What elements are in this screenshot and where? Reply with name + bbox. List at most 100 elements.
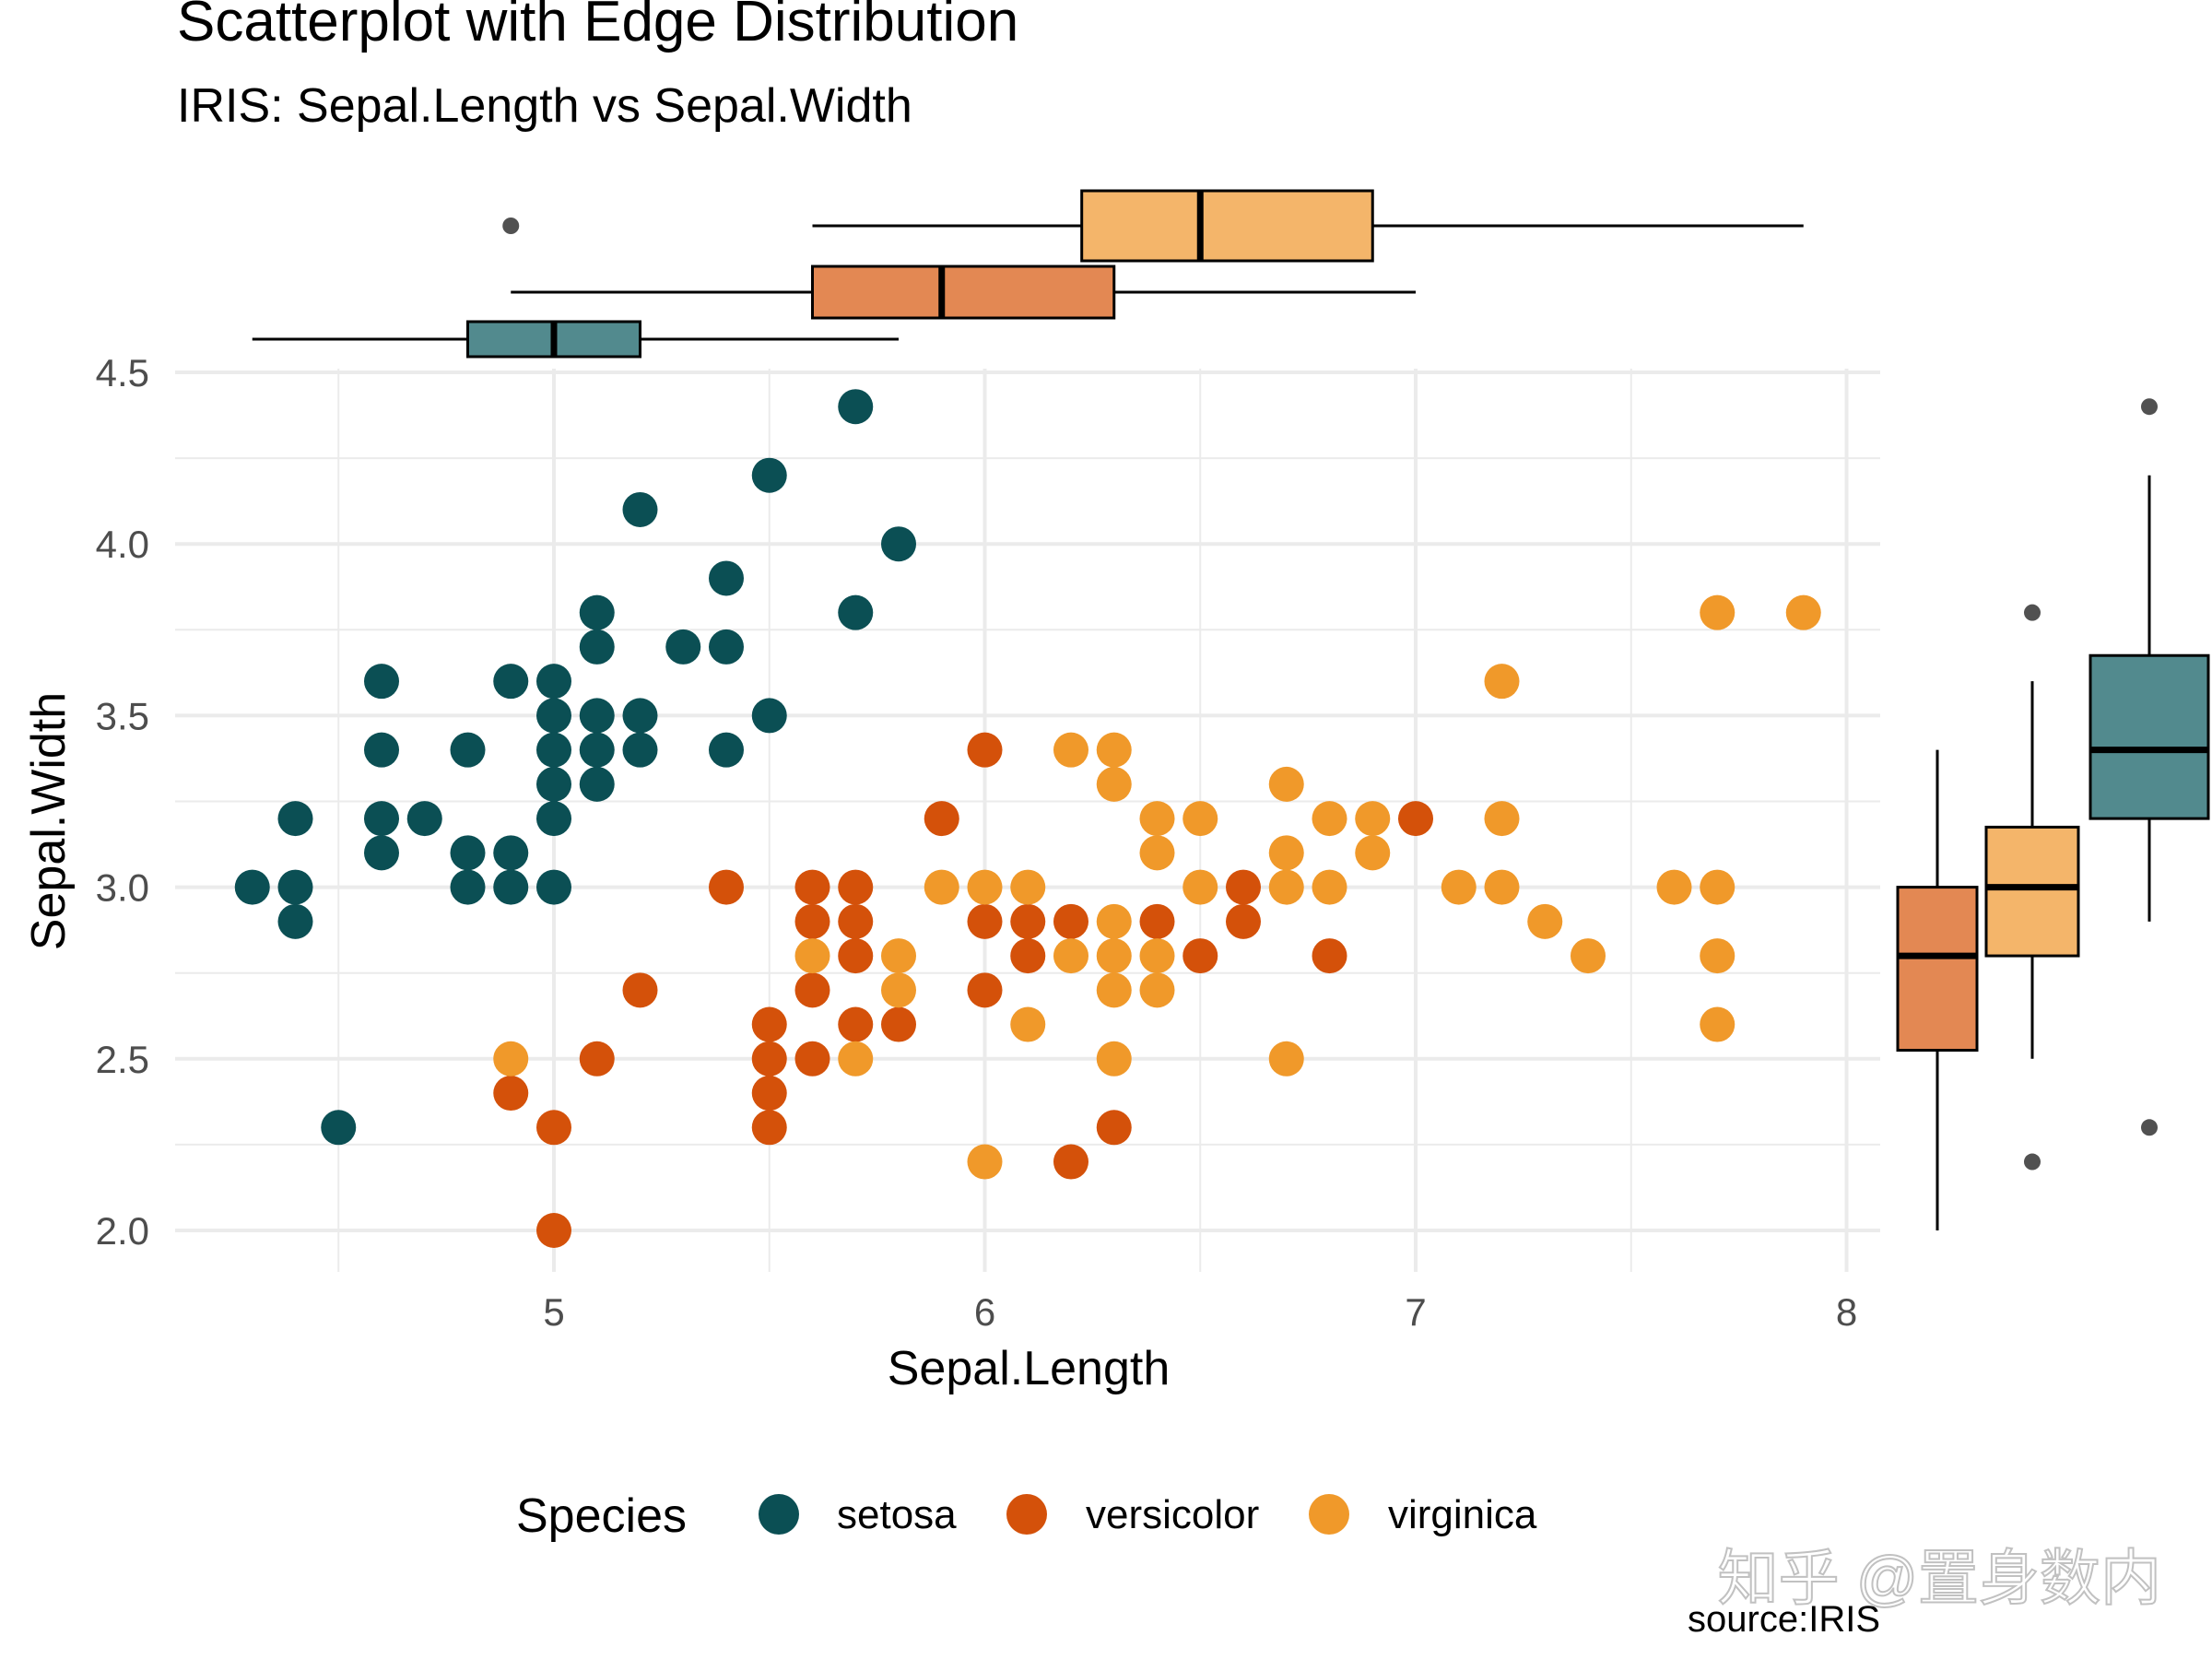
point-setosa — [277, 869, 313, 905]
point-setosa — [277, 903, 313, 939]
point-virginica — [1010, 1006, 1046, 1042]
point-versicolor — [536, 1110, 571, 1146]
point-setosa — [364, 835, 399, 871]
point-setosa — [277, 801, 313, 837]
point-virginica — [881, 972, 916, 1008]
point-virginica — [1182, 801, 1218, 837]
point-setosa — [450, 835, 486, 871]
top-boxplots — [252, 189, 1804, 359]
point-versicolor — [924, 801, 959, 837]
point-versicolor — [838, 938, 874, 974]
point-virginica — [1268, 1041, 1304, 1077]
point-setosa — [364, 664, 399, 700]
boxplot-outlier-virginica — [2024, 604, 2041, 621]
point-setosa — [838, 594, 874, 630]
boxplot-outlier-virginica — [2024, 1153, 2041, 1171]
point-setosa — [493, 835, 529, 871]
point-versicolor — [881, 1006, 916, 1042]
point-versicolor — [751, 1110, 787, 1146]
point-versicolor — [794, 1041, 830, 1077]
point-versicolor — [1182, 938, 1218, 974]
point-setosa — [622, 491, 658, 527]
y-tick-label: 3.5 — [96, 694, 149, 737]
point-versicolor — [1398, 801, 1433, 837]
point-virginica — [1182, 869, 1218, 905]
point-setosa — [234, 869, 270, 905]
point-setosa — [881, 526, 916, 562]
point-setosa — [321, 1110, 357, 1146]
y-tick-label: 2.5 — [96, 1038, 149, 1081]
point-virginica — [1096, 1041, 1132, 1077]
point-setosa — [838, 389, 874, 425]
y-axis-label: Sepal.Width — [22, 692, 76, 950]
legend-key-virginica — [1309, 1494, 1349, 1535]
point-versicolor — [1096, 1110, 1132, 1146]
point-virginica — [1700, 1006, 1735, 1042]
point-versicolor — [622, 972, 658, 1008]
point-setosa — [579, 629, 615, 665]
point-virginica — [1355, 801, 1391, 837]
point-versicolor — [751, 1076, 787, 1112]
point-versicolor — [493, 1076, 529, 1112]
point-virginica — [1484, 664, 1520, 700]
point-versicolor — [536, 1213, 571, 1248]
point-setosa — [709, 560, 744, 596]
point-setosa — [536, 698, 571, 734]
point-versicolor — [794, 972, 830, 1008]
y-tick-label: 3.0 — [96, 866, 149, 910]
point-setosa — [751, 457, 787, 493]
scatter-points — [234, 389, 1821, 1248]
point-virginica — [1096, 938, 1132, 974]
point-setosa — [536, 664, 571, 700]
x-tick-label: 7 — [1405, 1290, 1426, 1334]
chart-caption: source:IRIS — [1688, 1599, 1880, 1640]
point-virginica — [838, 1041, 874, 1077]
point-virginica — [1312, 869, 1347, 905]
point-setosa — [536, 801, 571, 837]
point-virginica — [1053, 732, 1088, 768]
point-setosa — [751, 698, 787, 734]
point-virginica — [1096, 972, 1132, 1008]
boxplot-box-versicolor — [811, 265, 1116, 320]
point-virginica — [1441, 869, 1477, 905]
legend-title: Species — [516, 1489, 687, 1543]
point-virginica — [794, 938, 830, 974]
watermark: 知乎 @置身数内 — [1718, 1544, 2161, 1612]
x-tick-label: 6 — [974, 1290, 995, 1334]
point-setosa — [622, 732, 658, 768]
point-setosa — [364, 801, 399, 837]
point-virginica — [1268, 869, 1304, 905]
boxplot-outlier-setosa — [2141, 1119, 2158, 1136]
boxplot-outlier-setosa — [2141, 398, 2158, 416]
point-virginica — [1268, 835, 1304, 871]
point-versicolor — [838, 869, 874, 905]
point-setosa — [536, 869, 571, 905]
point-versicolor — [1226, 903, 1261, 939]
point-virginica — [1139, 835, 1175, 871]
point-virginica — [1571, 938, 1606, 974]
x-tick-label: 5 — [543, 1290, 564, 1334]
x-tick-label: 8 — [1836, 1290, 1857, 1334]
point-versicolor — [967, 903, 1003, 939]
point-virginica — [1785, 594, 1821, 630]
point-setosa — [665, 629, 701, 665]
point-setosa — [579, 732, 615, 768]
point-versicolor — [838, 903, 874, 939]
point-setosa — [579, 594, 615, 630]
chart-subtitle: IRIS: Sepal.Length vs Sepal.Width — [177, 79, 912, 133]
point-virginica — [1096, 766, 1132, 802]
point-virginica — [924, 869, 959, 905]
point-versicolor — [794, 869, 830, 905]
y-tick-label: 4.0 — [96, 523, 149, 566]
point-setosa — [493, 664, 529, 700]
point-virginica — [1700, 938, 1735, 974]
point-virginica — [1484, 801, 1520, 837]
chart-title: Scatterplot with Edge Distribution — [177, 0, 1018, 53]
y-tick-label: 2.0 — [96, 1209, 149, 1253]
point-versicolor — [967, 732, 1003, 768]
point-versicolor — [1139, 903, 1175, 939]
legend: Species setosa versicolor virginica — [516, 1489, 1537, 1543]
legend-key-versicolor — [1006, 1494, 1047, 1535]
point-versicolor — [1053, 1144, 1088, 1180]
